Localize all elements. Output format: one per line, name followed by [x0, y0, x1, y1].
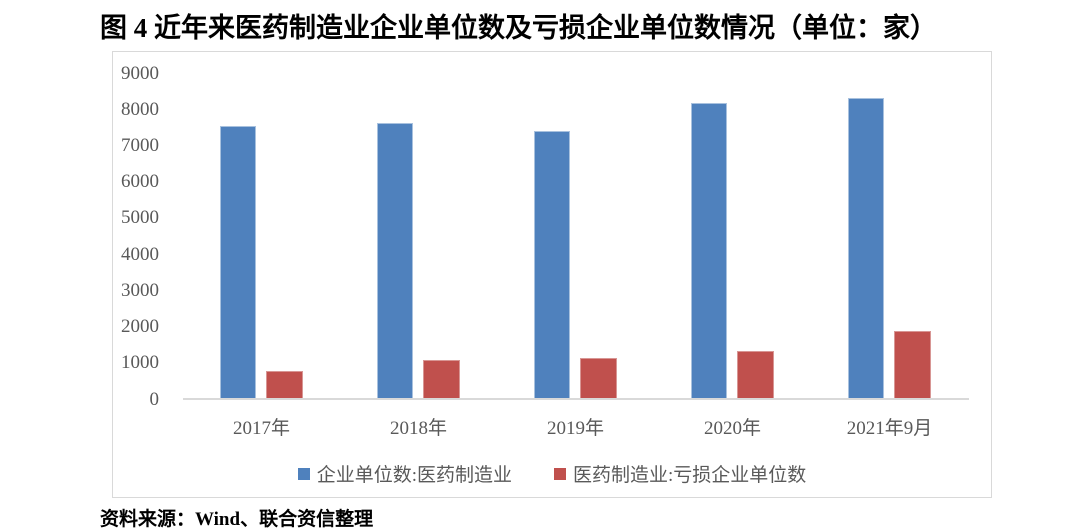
legend-swatch-enterprises-icon — [297, 467, 310, 480]
y-tick-label-8000: 8000 — [121, 98, 159, 120]
x-axis-line — [183, 398, 969, 400]
legend: 企业单位数:医药制造业 医药制造业:亏损企业单位数 — [113, 460, 991, 487]
x-tick-label-2021年9月: 2021年9月 — [846, 418, 933, 439]
bar-enterprises-2018年 — [377, 122, 413, 399]
x-tick-label-2019年: 2019年 — [546, 418, 604, 439]
y-tick-label-9000: 9000 — [121, 62, 159, 84]
x-tick-label-2020年: 2020年 — [703, 418, 761, 439]
x-tick-label-2017年: 2017年 — [232, 418, 290, 439]
bar-enterprises-2020年 — [691, 103, 727, 399]
chart-frame: 0 1000 2000 3000 4000 5000 6000 7000 8000 9000 20… — [112, 51, 992, 498]
bar-loss-2019年 — [580, 358, 617, 399]
bar-loss-2021年9月 — [894, 330, 931, 399]
bar-enterprises-2017年 — [220, 125, 256, 399]
legend-item-loss: 医药制造业:亏损企业单位数 — [554, 460, 806, 487]
bar-loss-2017年 — [266, 370, 303, 399]
bar-loss-2020年 — [737, 351, 774, 399]
y-tick-label-1000: 1000 — [121, 352, 159, 374]
legend-label-loss: 医药制造业:亏损企业单位数 — [573, 465, 807, 486]
legend-item-enterprises: 企业单位数:医药制造业 — [297, 460, 512, 487]
legend-swatch-loss-icon — [554, 467, 566, 480]
bar-enterprises-2021年9月 — [848, 98, 884, 399]
y-tick-label-5000: 5000 — [121, 207, 159, 229]
bar-loss-2018年 — [423, 359, 460, 399]
y-tick-label-7000: 7000 — [121, 134, 159, 156]
y-tick-label-3000: 3000 — [121, 279, 159, 301]
y-tick-label-0: 0 — [149, 388, 160, 410]
x-tick-label-2018年: 2018年 — [389, 418, 447, 439]
figure-title: 图 4 近年来医药制造业企业单位数及亏损企业单位数情况（单位：家） — [100, 13, 937, 43]
legend-label-enterprises: 企业单位数:医药制造业 — [316, 465, 512, 486]
source-note: 资料来源：Wind、联合资信整理 — [100, 509, 374, 529]
y-tick-label-4000: 4000 — [121, 243, 159, 265]
y-tick-label-2000: 2000 — [121, 316, 159, 338]
y-tick-label-6000: 6000 — [121, 171, 159, 193]
bar-enterprises-2019年 — [534, 130, 570, 399]
